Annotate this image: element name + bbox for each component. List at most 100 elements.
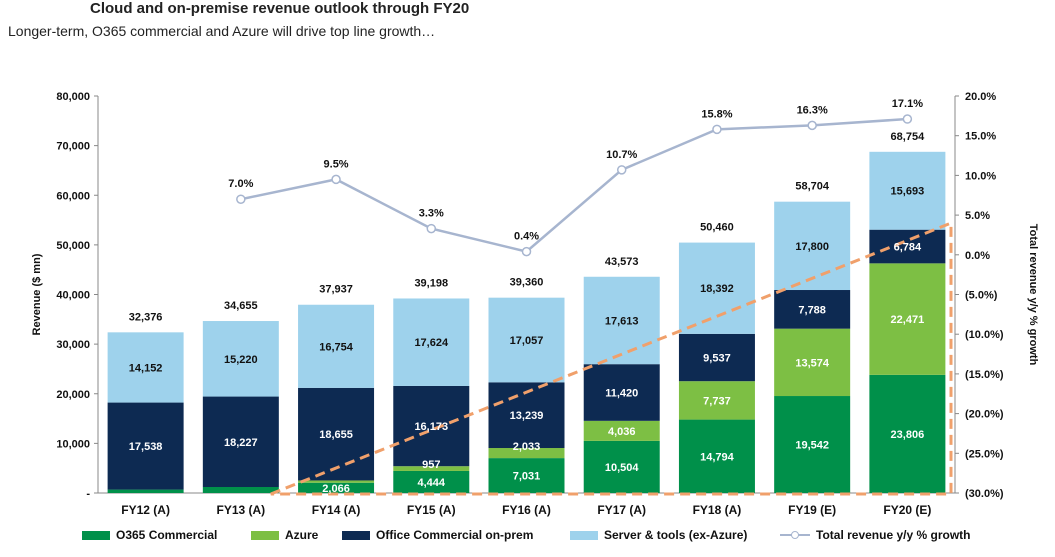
bar-server-tools — [774, 201, 851, 291]
y2-tick-label: (30.0%) — [965, 488, 1004, 500]
bar-server-tools-label: 18,392 — [700, 283, 734, 295]
bar-server-tools-label: 17,800 — [795, 241, 829, 253]
bar-server-tools — [678, 242, 755, 334]
bar-o365 — [202, 487, 279, 493]
legend-label-growth: Total revenue y/y % growth — [816, 528, 971, 542]
growth-label: 9.5% — [324, 158, 349, 170]
bar-office-onprem-label: 6,784 — [894, 242, 922, 254]
revenue-chart: - 10,000 20,000 30,000 40,000 50,000 60,000 70,… — [31, 91, 1039, 517]
bar-o365-label: 10,504 — [605, 462, 640, 474]
bar-azure-label: 13,574 — [795, 357, 830, 369]
bar-server-tools — [869, 151, 946, 230]
bar-office-onprem-label: 16,173 — [414, 421, 448, 433]
x-tick-label: FY13 (A) — [216, 503, 265, 517]
bar-o365 — [678, 419, 755, 493]
bar-office-onprem — [869, 229, 946, 264]
bar-o365-label: 7,031 — [513, 471, 541, 483]
legend-label-server-tools: Server & tools (ex-Azure) — [604, 528, 748, 542]
bar-office-onprem-label: 11,420 — [605, 388, 638, 400]
y-tick-label: 30,000 — [56, 339, 90, 351]
bar-azure-label: 7,737 — [703, 395, 731, 407]
bar-o365 — [393, 470, 470, 493]
bar-total-label: 68,754 — [891, 131, 926, 143]
chart-title: Cloud and on-premise revenue outlook thr… — [90, 0, 470, 17]
bar-office-onprem-label: 13,239 — [510, 410, 544, 422]
bar-o365 — [583, 440, 660, 493]
bar-office-onprem-label: 18,227 — [224, 437, 258, 449]
bar-total-label: 43,573 — [605, 256, 639, 268]
bar-o365 — [488, 458, 565, 493]
growth-point — [807, 120, 817, 131]
legend-swatch-growth — [780, 530, 810, 540]
bar-azure — [774, 328, 851, 397]
legend-item-azure: Azure — [251, 528, 318, 542]
growth-label: 15.8% — [701, 108, 732, 120]
bar-server-tools — [298, 304, 375, 388]
x-tick-label: FY15 (A) — [407, 503, 456, 517]
x-tick-label: FY12 (A) — [121, 503, 170, 517]
legend-swatch-office-onprem — [342, 530, 370, 540]
legend-swatch-azure — [251, 530, 279, 540]
y2-tick-label: (15.0%) — [965, 369, 1004, 381]
bar-server-tools — [107, 332, 184, 403]
bar-azure — [678, 381, 755, 420]
bar-azure — [583, 420, 660, 441]
bar-o365-label: 4,444 — [418, 477, 446, 489]
bar-total-label: 37,937 — [319, 284, 353, 296]
bar-office-onprem — [107, 402, 184, 490]
growth-point — [521, 246, 532, 257]
growth-point — [236, 194, 246, 204]
y2-tick-label: 20.0% — [965, 91, 996, 103]
bar-total-label: 58,704 — [795, 181, 830, 193]
bar-o365-label: 19,542 — [795, 440, 829, 452]
y-tick-label: 20,000 — [56, 389, 90, 401]
bar-azure-label: 2,033 — [513, 441, 541, 453]
y-tick-label: 50,000 — [56, 240, 90, 252]
y-tick-label: 80,000 — [56, 91, 90, 103]
legend-item-server-tools: Server & tools (ex-Azure) — [570, 528, 747, 542]
bar-server-tools-label: 17,613 — [605, 315, 639, 327]
growth-label: 10.7% — [606, 149, 637, 161]
bar-o365 — [107, 489, 184, 493]
growth-label: 7.0% — [228, 178, 253, 190]
growth-label: 0.4% — [514, 231, 539, 243]
y-tick-label: 70,000 — [56, 141, 90, 153]
legend-label-azure: Azure — [285, 528, 319, 542]
bar-server-tools-label: 15,693 — [891, 186, 925, 198]
bar-total-label: 50,460 — [700, 222, 734, 234]
growth-point — [712, 124, 722, 135]
growth-label: 16.3% — [797, 104, 828, 116]
y2-tick-label: (25.0%) — [965, 448, 1004, 460]
growth-point — [331, 174, 341, 185]
bar-o365-label: 2,066 — [322, 483, 350, 495]
legend-swatch-o365 — [82, 530, 110, 540]
bar-server-tools — [393, 298, 470, 386]
y-tick-label: - — [86, 488, 90, 500]
bar-office-onprem — [202, 396, 279, 488]
growth-point — [426, 223, 437, 234]
growth-label: 3.3% — [419, 208, 444, 220]
bar-total-label: 32,376 — [129, 311, 163, 323]
growth-point — [902, 114, 913, 124]
bar-office-onprem — [393, 385, 470, 467]
bar-o365 — [774, 396, 851, 493]
x-tick-label: FY17 (A) — [597, 503, 646, 517]
bar-office-onprem-label: 18,655 — [319, 429, 353, 441]
x-tick-label: FY20 (E) — [883, 503, 931, 517]
bar-office-onprem-label: 7,788 — [798, 304, 826, 316]
y2-tick-label: (10.0%) — [965, 329, 1004, 341]
y2-tick-label: 10.0% — [965, 170, 996, 182]
x-tick-label: FY18 (A) — [693, 503, 742, 517]
chart-legend: O365 Commercial Azure Office Commercial … — [0, 528, 1055, 548]
bar-server-tools — [583, 276, 660, 365]
growth-line — [240, 117, 908, 253]
y-axis-title: Revenue ($ mn) — [31, 253, 43, 335]
bar-office-onprem — [678, 333, 755, 382]
bar-azure-label: 22,471 — [891, 314, 925, 326]
x-tick-label: FY19 (E) — [788, 503, 836, 517]
bar-office-onprem-label: 9,537 — [703, 353, 731, 365]
bar-server-tools — [488, 297, 565, 383]
legend-swatch-server-tools — [570, 530, 598, 540]
bar-server-tools-label: 17,624 — [414, 337, 449, 349]
bar-o365-label: 14,794 — [700, 451, 735, 463]
